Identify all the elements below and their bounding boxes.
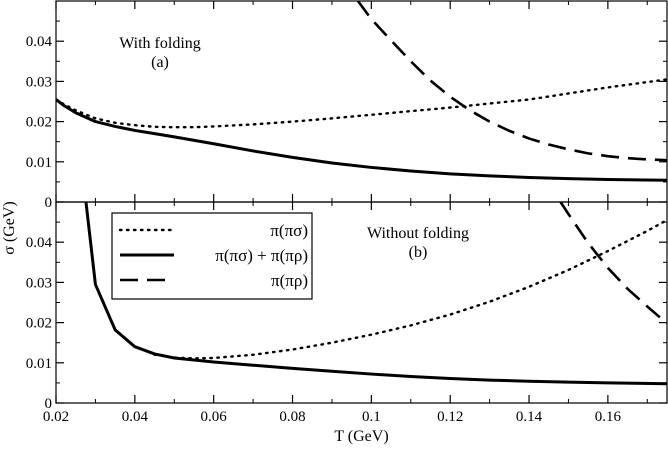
y-tick-label-bottom: 0.04 (26, 235, 53, 251)
x-tick-label: 0.02 (43, 409, 69, 425)
x-tick-label: 0.06 (201, 409, 228, 425)
y-tick-label-bottom: 0 (45, 396, 53, 412)
x-tick-label: 0.08 (279, 409, 305, 425)
y-tick-label-top: 0.01 (26, 155, 52, 171)
panel-annotation-top: (a) (151, 54, 169, 71)
x-axis-label: T (GeV) (334, 428, 388, 445)
panel-annotation-top: With folding (119, 35, 201, 52)
series-bottom-solid (84, 202, 667, 386)
y-tick-label-top: 0.04 (26, 34, 53, 50)
y-tick-label-bottom: 0.03 (26, 275, 52, 291)
y-tick-label-bottom: 0.02 (26, 316, 52, 332)
legend-label: π(πρ) (271, 271, 308, 290)
x-tick-label: 0.12 (437, 409, 463, 425)
panel-annotation-bottom: (b) (409, 244, 428, 261)
series-bottom-dotted (153, 218, 667, 360)
plot-frame-top (55, 0, 668, 203)
x-tick-label: 0.1 (362, 409, 381, 425)
y-tick-label-bottom: 0.01 (26, 356, 52, 372)
series-top-dotted (56, 78, 667, 129)
legend-label: π(πσ) (270, 221, 308, 240)
series-top-solid (56, 98, 667, 182)
series-bottom-dashed (559, 202, 667, 325)
x-tick-label: 0.14 (516, 409, 543, 425)
y-tick-label-top: 0.03 (26, 74, 52, 90)
y-tick-label-top: 0 (45, 195, 53, 211)
x-tick-label: 0.04 (122, 409, 149, 425)
y-tick-label-top: 0.02 (26, 115, 52, 131)
series-top-dashed (356, 1, 667, 162)
y-axis-label: σ (GeV) (1, 201, 18, 255)
panel-annotation-bottom: Without folding (367, 225, 469, 242)
legend-label: π(πσ) + π(πρ) (215, 246, 308, 265)
x-tick-label: 0.16 (595, 409, 622, 425)
